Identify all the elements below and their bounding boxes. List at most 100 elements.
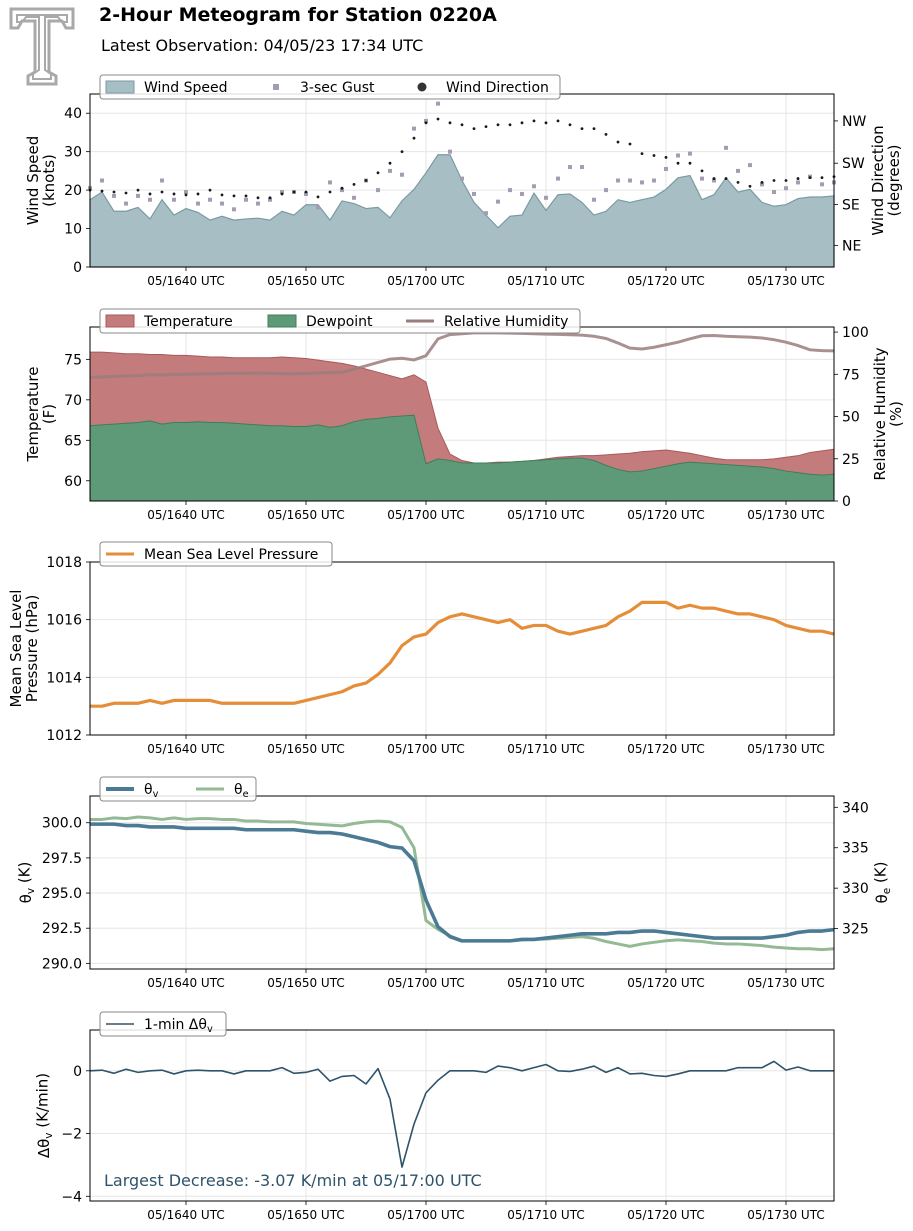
gust-marker — [256, 201, 260, 206]
theta-v-y-tick-label: 297.5 — [42, 851, 82, 867]
page-title: 2-Hour Meteogram for Station 0220A — [99, 4, 497, 26]
legend-label: Dewpoint — [306, 314, 373, 330]
wind-direction-point — [340, 186, 344, 190]
legend-label: 1-min Δθv — [144, 1017, 213, 1035]
rh-y-tick-label: 25 — [842, 452, 860, 468]
pressure-ylabel-line: Mean Sea Level — [7, 590, 25, 708]
x-tick-label: 05/1640 UTC — [147, 274, 224, 288]
wind-y2-tick-label: SW — [842, 156, 865, 172]
dtheta-y-tick-label: −2 — [61, 1127, 82, 1143]
wind-direction-point — [460, 123, 464, 127]
wind-direction-point — [172, 192, 176, 196]
wind-y2-tick-label: SE — [842, 198, 860, 214]
wind-direction-point — [400, 150, 404, 154]
gust-marker — [568, 165, 572, 170]
dtheta-ylabel: Δθv (K/min) — [34, 1073, 56, 1158]
wind-y2-tick-label: NE — [842, 238, 861, 254]
dewpoint-area — [89, 414, 835, 502]
x-tick-label: 05/1640 UTC — [147, 976, 224, 990]
wind-direction-point — [196, 192, 200, 196]
theta-e-line — [90, 815, 835, 952]
gust-marker — [412, 126, 416, 131]
theta-v-ylabel-line: θv (K) — [16, 862, 38, 904]
legend: Wind Speed 3-sec Gust Wind Direction — [99, 74, 561, 100]
x-tick-label: 05/1650 UTC — [267, 742, 344, 756]
wind-direction-point — [376, 171, 380, 175]
gust-marker — [532, 184, 536, 189]
theta-v-y-tick-label: 290.0 — [42, 956, 82, 972]
theta-panel: 05/1640 UTC 05/1650 UTC 05/1700 UTC 05/1710… — [16, 776, 894, 990]
legend-box — [99, 308, 581, 334]
plot-frame — [89, 795, 835, 970]
x-tick-label: 05/1730 UTC — [747, 508, 824, 522]
gust-marker — [208, 197, 212, 202]
wind-direction-point — [388, 161, 392, 165]
gust-marker — [196, 201, 200, 206]
dtheta-y-tick-label: −4 — [61, 1189, 82, 1205]
x-tick-label: 05/1640 UTC — [147, 1208, 224, 1222]
wind-direction-point — [616, 140, 620, 144]
x-tick-label: 05/1720 UTC — [627, 1208, 704, 1222]
theta-v-y-tick-label: 292.5 — [42, 921, 82, 937]
x-tick-label: 05/1710 UTC — [507, 508, 584, 522]
gust-marker — [580, 165, 584, 170]
wind-direction-point — [628, 142, 632, 146]
wind-direction-point — [136, 188, 140, 192]
legend-item: θv — [106, 782, 159, 800]
temp-y-tick-label: 60 — [64, 474, 82, 490]
legend-item: Wind Speed — [105, 80, 228, 96]
x-tick-label: 05/1730 UTC — [747, 976, 824, 990]
gust-marker — [736, 168, 740, 173]
gust-marker — [400, 172, 404, 177]
gust-marker — [160, 178, 164, 183]
wind-direction-point — [652, 154, 656, 157]
pressure-ylabel-line: Pressure (hPa) — [23, 595, 41, 703]
legend-label: Temperature — [143, 314, 233, 330]
rh-y-tick-label: 75 — [842, 367, 860, 383]
legend-label: Wind Direction — [446, 80, 549, 96]
temp-ylabel-line: Temperature — [24, 366, 42, 462]
legend-box — [99, 776, 257, 802]
wind-direction-point — [472, 127, 476, 130]
gust-marker — [640, 180, 644, 185]
gust-marker — [280, 190, 284, 195]
wind-direction-point — [268, 196, 272, 200]
plot-frame — [89, 1029, 835, 1202]
wind-y-tick-label: 10 — [64, 222, 82, 238]
wind-y-tick-label: 20 — [64, 183, 82, 199]
gust-marker — [544, 195, 548, 200]
x-tick-label: 05/1650 UTC — [267, 976, 344, 990]
theta-v-y-tick-label: 295.0 — [42, 886, 82, 902]
wind-direction-point — [328, 190, 332, 194]
pressure-y-tick-label: 1012 — [46, 728, 82, 744]
wind-direction-point — [544, 121, 548, 125]
theta-e-ylabel: θe (K) — [872, 862, 894, 904]
gust-marker — [784, 186, 788, 191]
legend-item: Temperature — [105, 314, 233, 330]
legend-item: Mean Sea Level Pressure — [106, 547, 318, 563]
legend-label: Relative Humidity — [444, 314, 568, 330]
rh-y-tick-label: 0 — [842, 494, 851, 510]
x-tick-label: 05/1710 UTC — [507, 274, 584, 288]
gust-marker — [472, 191, 476, 196]
wind-direction-point — [256, 196, 260, 200]
wind-direction-point — [220, 193, 224, 197]
theta-v-y-tick-label: 300.0 — [42, 816, 82, 832]
page-subtitle: Latest Observation: 04/05/23 17:34 UTC — [101, 36, 424, 55]
x-tick-label: 05/1700 UTC — [387, 274, 464, 288]
x-tick-label: 05/1640 UTC — [147, 742, 224, 756]
wind-direction-point — [412, 136, 416, 140]
gust-marker — [340, 188, 344, 193]
gust-marker — [220, 201, 224, 206]
wind-direction-point — [364, 179, 368, 182]
legend-label: Wind Speed — [144, 80, 228, 96]
legend: Temperature Dewpoint Relative Humidity — [99, 308, 581, 334]
x-tick-label: 05/1720 UTC — [627, 508, 704, 522]
gust-marker — [676, 153, 680, 158]
wind-panel: 05/1640 UTC 05/1650 UTC 05/1700 UTC 05/1710… — [24, 74, 903, 288]
gust-marker — [556, 176, 560, 181]
temp-ylabel: Temperature(F) — [24, 366, 58, 462]
wind-direction-point — [316, 195, 320, 199]
x-tick-label: 05/1730 UTC — [747, 742, 824, 756]
x-tick-label: 05/1730 UTC — [747, 1208, 824, 1222]
